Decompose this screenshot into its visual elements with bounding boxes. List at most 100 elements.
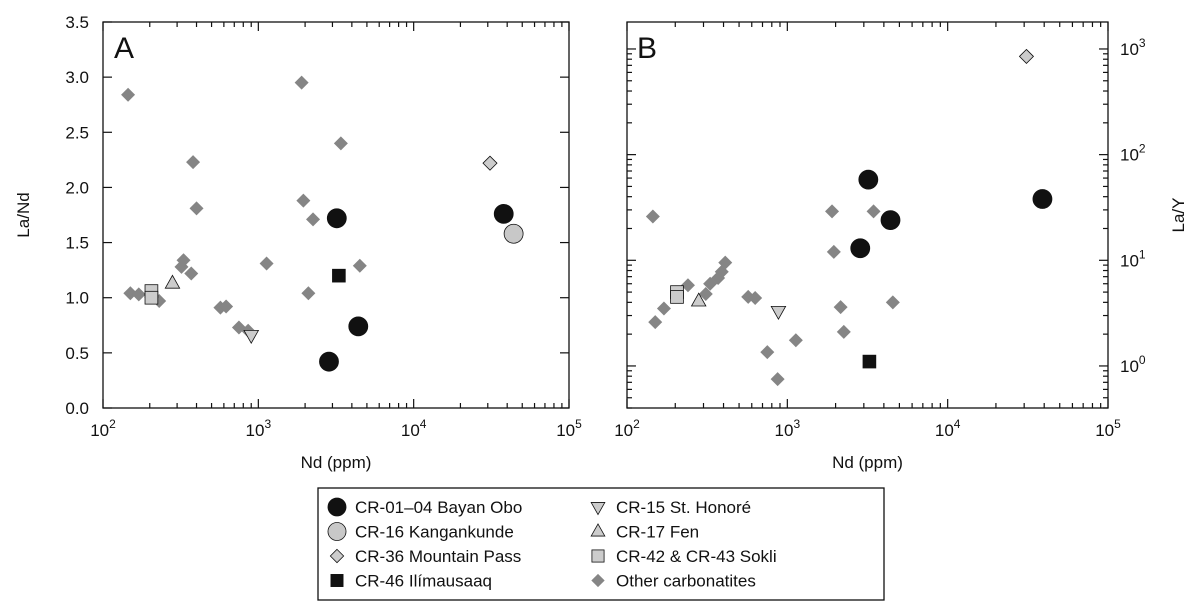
data-point [503,223,524,244]
series-a-cr-42-cr-43-sokli [144,284,159,305]
x-tick-label-a-base: 10 [401,421,420,440]
data-point [301,286,316,301]
series-b-cr-42-cr-43-sokli [670,285,684,304]
data-point [770,372,785,387]
x-tick-label-b-base: 10 [1095,421,1114,440]
data-point [319,351,339,372]
data-point [294,75,309,90]
series-b-other-carbonatites [645,204,900,387]
legend-label: CR-01–04 Bayan Obo [355,498,522,517]
x-tick-label-a-base: 10 [246,421,265,440]
legend-marker [329,548,345,564]
x-tick-label-b-base: 10 [614,421,633,440]
plot-frame-b [626,21,1109,409]
data-point [670,290,684,304]
y-tick-label-a: 1.0 [65,289,89,308]
data-point [1018,48,1035,64]
data-point [885,295,900,310]
plot-frame-a [102,21,570,409]
panel-letter-b: B [637,32,657,65]
x-tick-label-b: 104 [935,417,961,440]
y-tick-label-a: 2.5 [65,123,89,142]
data-point [144,290,159,305]
data-point [352,258,367,273]
data-point [333,136,348,151]
data-point [788,333,803,348]
data-point [770,305,787,320]
x-tick-label-b-exponent: 4 [954,417,961,431]
legend-marker [590,523,606,537]
y-tick-label-a: 0.5 [65,344,89,363]
data-point [680,278,695,293]
legend-label: CR-42 & CR-43 Sokli [616,547,777,566]
data-point [176,253,191,268]
data-point [836,324,851,339]
y-tick-label-a: 2.0 [65,178,89,197]
x-tick-label-b: 103 [775,417,801,440]
y-tick-label-a: 3.0 [65,68,89,87]
data-point [645,209,660,224]
data-point [184,266,199,281]
series-a-cr-36-mountain-pass [482,155,498,171]
legend-label: CR-15 St. Honoré [616,498,751,517]
x-tick-label-b: 102 [614,417,640,440]
x-tick-label-b: 105 [1095,417,1121,440]
x-tick-label-a: 104 [401,417,427,440]
data-point [123,286,138,301]
y-axis-title-b: La/Y [1169,198,1188,233]
data-point [121,87,136,102]
data-point [482,155,498,171]
legend-marker [327,522,347,541]
x-tick-label-a-exponent: 5 [575,417,582,431]
legend-marker [327,497,347,517]
y-axis-title-a: La/Nd [14,192,33,237]
data-point [850,238,871,259]
x-tick-label-a-exponent: 2 [109,417,116,431]
data-point [760,345,775,360]
x-tick-label-a-base: 10 [556,421,575,440]
series-b-cr-46-il-mausaaq [862,354,877,369]
legend-marker [590,502,606,516]
x-tick-label-a: 105 [556,417,582,440]
y-tick-label-a: 1.5 [65,234,89,253]
legend-label: CR-36 Mountain Pass [355,547,521,566]
legend-marker [591,573,605,588]
data-point [862,354,877,369]
y-tick-label-a: 0.0 [65,399,89,418]
data-point [833,300,848,315]
x-tick-label-b-base: 10 [935,421,954,440]
y-tick-label-b-exponent: 1 [1139,247,1146,261]
y-tick-label-b: 100 [1120,353,1146,376]
x-tick-label-a-base: 10 [90,421,109,440]
series-a-cr-15-st-honor- [243,330,260,345]
data-point [332,268,346,283]
data-point [186,155,201,170]
x-tick-label-a-exponent: 4 [420,417,427,431]
data-point [296,193,311,208]
data-point [131,287,146,302]
legend-label: CR-16 Kangankunde [355,523,514,542]
series-b-cr-15-st-honor- [770,305,787,320]
y-tick-label-b-base: 10 [1120,251,1139,270]
legend: CR-01–04 Bayan Obo CR-15 St. Honoré CR-16 … [317,487,885,601]
series-a-cr-16-kangankunde [503,223,524,244]
series-b-cr-17-fen [690,292,707,307]
legend-label: CR-17 Fen [616,523,699,542]
x-tick-label-b-exponent: 2 [633,417,640,431]
y-tick-label-b-base: 10 [1120,40,1139,59]
series-a-cr-46-il-mausaaq [332,268,346,283]
series-a-cr-01-04-bayan-obo [319,203,514,372]
y-tick-label-b-exponent: 2 [1139,142,1146,156]
x-axis-title-a: Nd (ppm) [301,453,372,472]
series-a-cr-17-fen [164,274,181,289]
x-tick-label-a-exponent: 3 [264,417,271,431]
data-point [219,299,234,314]
data-point [698,286,713,301]
y-tick-label-b-exponent: 0 [1139,353,1146,367]
data-point [880,210,901,231]
x-tick-label-b-exponent: 5 [1114,417,1121,431]
data-point [866,204,881,219]
data-point [718,255,733,270]
y-tick-label-a: 3.5 [65,13,89,32]
